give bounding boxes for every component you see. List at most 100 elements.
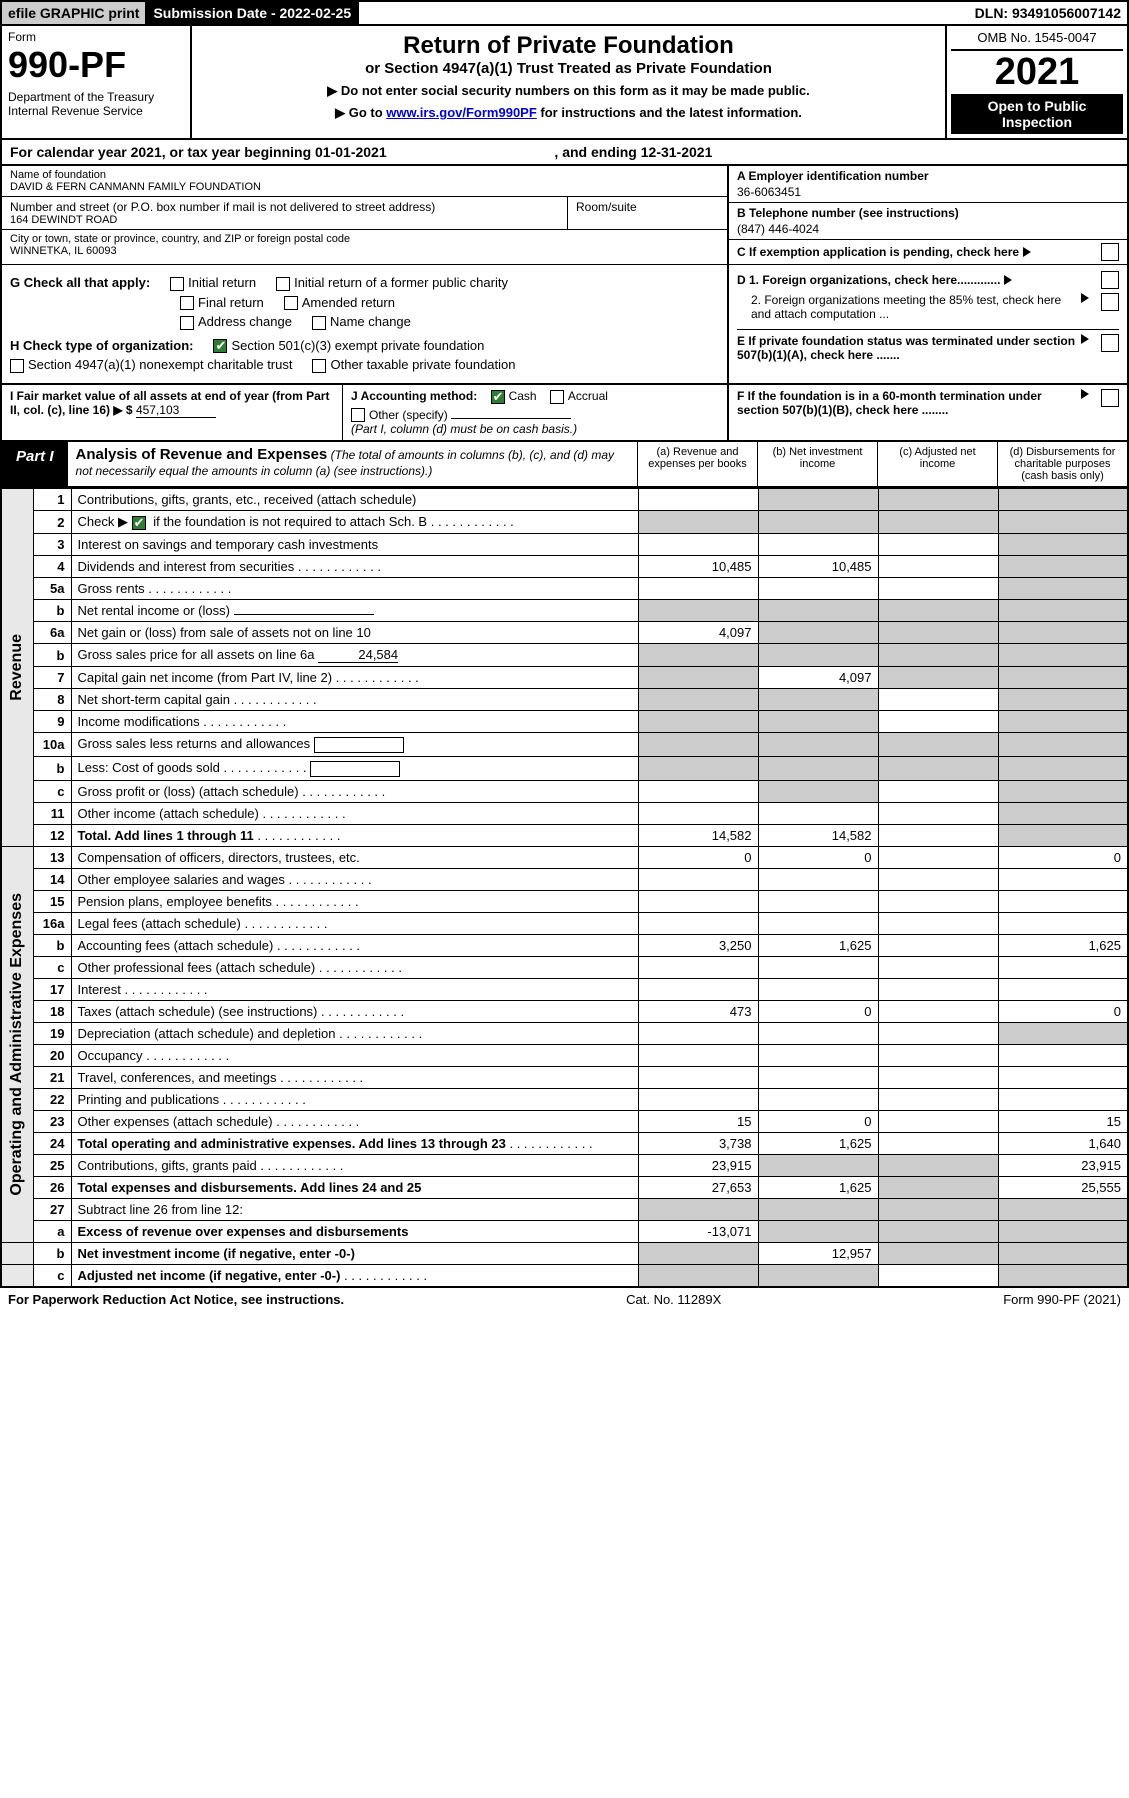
c-checkbox[interactable] — [1101, 243, 1119, 261]
line-desc: Net investment income (if negative, ente… — [71, 1242, 638, 1264]
line-desc: Gross sales less returns and allowances — [71, 733, 638, 757]
line-desc: Accounting fees (attach schedule) — [71, 934, 638, 956]
note-goto: ▶ Go to www.irs.gov/Form990PF for instru… — [198, 105, 939, 121]
j-cash-checkbox[interactable] — [491, 390, 505, 404]
table-row: bNet investment income (if negative, ent… — [1, 1242, 1128, 1264]
line-desc: Gross rents — [71, 578, 638, 600]
e-checkbox[interactable] — [1101, 334, 1119, 352]
h-other-taxable-checkbox[interactable] — [312, 359, 326, 373]
j-other-checkbox[interactable] — [351, 408, 365, 422]
line-desc: Check ▶ if the foundation is not require… — [71, 511, 638, 534]
d1-label: D 1. Foreign organizations, check here..… — [737, 273, 1000, 287]
page-footer: For Paperwork Reduction Act Notice, see … — [0, 1288, 1129, 1311]
footer-formno: Form 990-PF (2021) — [1003, 1292, 1121, 1307]
g-o2: Initial return of a former public charit… — [294, 275, 508, 290]
city-cell: City or town, state or province, country… — [2, 230, 727, 260]
j-accrual-checkbox[interactable] — [550, 390, 564, 404]
line-desc: Compensation of officers, directors, tru… — [71, 846, 638, 868]
table-row: bGross sales price for all assets on lin… — [1, 644, 1128, 667]
cell-value: 1,625 — [758, 934, 878, 956]
phone-cell: B Telephone number (see instructions) (8… — [729, 203, 1127, 240]
g-name-change-checkbox[interactable] — [312, 316, 326, 330]
cell-value: 473 — [638, 1000, 758, 1022]
cell-value: 4,097 — [638, 622, 758, 644]
note-post: for instructions and the latest informat… — [537, 105, 802, 120]
cell-value: 0 — [758, 846, 878, 868]
ein-label: A Employer identification number — [737, 169, 1119, 183]
dept-label: Department of the Treasury — [8, 90, 184, 104]
footer-left: For Paperwork Reduction Act Notice, see … — [8, 1292, 344, 1307]
table-row: 17Interest — [1, 978, 1128, 1000]
line-desc: Total. Add lines 1 through 11 — [71, 824, 638, 846]
irs-link[interactable]: www.irs.gov/Form990PF — [386, 105, 537, 120]
g-initial-former-checkbox[interactable] — [276, 277, 290, 291]
h-501c3-checkbox[interactable] — [213, 339, 227, 353]
city-label: City or town, state or province, country… — [10, 233, 719, 245]
table-row: bAccounting fees (attach schedule)3,2501… — [1, 934, 1128, 956]
g-label: G Check all that apply: — [10, 275, 150, 290]
room-label: Room/suite — [576, 200, 719, 214]
line-desc: Other expenses (attach schedule) — [71, 1110, 638, 1132]
col-c-header: (c) Adjusted net income — [877, 442, 997, 486]
line-desc: Interest — [71, 978, 638, 1000]
cell-value: 10,485 — [638, 556, 758, 578]
f-cell: F If the foundation is in a 60-month ter… — [727, 385, 1127, 441]
efile-print-button[interactable]: efile GRAPHIC print — [2, 2, 147, 24]
d2-checkbox[interactable] — [1101, 293, 1119, 311]
f-checkbox[interactable] — [1101, 389, 1119, 407]
g-final-return-checkbox[interactable] — [180, 296, 194, 310]
line-desc: Taxes (attach schedule) (see instruction… — [71, 1000, 638, 1022]
cal-begin: For calendar year 2021, or tax year begi… — [10, 144, 387, 160]
d2-row: 2. Foreign organizations meeting the 85%… — [737, 293, 1119, 321]
g-amended-checkbox[interactable] — [284, 296, 298, 310]
ein-cell: A Employer identification number 36-6063… — [729, 166, 1127, 203]
line-desc: Subtract line 26 from line 12: — [71, 1198, 638, 1220]
revenue-side-label: Revenue — [8, 634, 26, 701]
line-desc: Total operating and administrative expen… — [71, 1132, 638, 1154]
table-row: 27Subtract line 26 from line 12: — [1, 1198, 1128, 1220]
entity-info: Name of foundation DAVID & FERN CANMANN … — [0, 166, 1129, 264]
table-row: 19Depreciation (attach schedule) and dep… — [1, 1022, 1128, 1044]
table-row: 12Total. Add lines 1 through 1114,58214,… — [1, 824, 1128, 846]
note-ssn: ▶ Do not enter social security numbers o… — [198, 83, 939, 99]
cell-value: 3,738 — [638, 1132, 758, 1154]
h-o2: Section 4947(a)(1) nonexempt charitable … — [28, 357, 292, 372]
cell-value: 23,915 — [998, 1154, 1128, 1176]
header-left: Form 990-PF Department of the Treasury I… — [2, 26, 192, 138]
d1-checkbox[interactable] — [1101, 271, 1119, 289]
table-row: 7Capital gain net income (from Part IV, … — [1, 667, 1128, 689]
table-row: bNet rental income or (loss) — [1, 600, 1128, 622]
g-row: G Check all that apply: Initial return I… — [10, 275, 719, 291]
table-row: Operating and Administrative Expenses 13… — [1, 846, 1128, 868]
form-word: Form — [8, 30, 184, 44]
line-desc: Travel, conferences, and meetings — [71, 1066, 638, 1088]
j-label: J Accounting method: — [351, 389, 477, 403]
h-o1: Section 501(c)(3) exempt private foundat… — [231, 338, 484, 353]
omb-number: OMB No. 1545-0047 — [951, 30, 1123, 51]
arrow-icon — [1081, 334, 1089, 344]
address-value: 164 DEWINDT ROAD — [10, 214, 559, 226]
cell-value: 10,485 — [758, 556, 878, 578]
city-value: WINNETKA, IL 60093 — [10, 245, 719, 257]
table-row: 24Total operating and administrative exp… — [1, 1132, 1128, 1154]
g-address-change-checkbox[interactable] — [180, 316, 194, 330]
table-row: 8Net short-term capital gain — [1, 689, 1128, 711]
cell-value: 14,582 — [638, 824, 758, 846]
line-desc: Excess of revenue over expenses and disb… — [71, 1220, 638, 1242]
form-header: Form 990-PF Department of the Treasury I… — [0, 26, 1129, 140]
table-row: cGross profit or (loss) (attach schedule… — [1, 780, 1128, 802]
line-desc: Gross sales price for all assets on line… — [71, 644, 638, 667]
table-row: bLess: Cost of goods sold — [1, 757, 1128, 781]
part1-label: Part I — [2, 442, 68, 486]
line-desc: Occupancy — [71, 1044, 638, 1066]
h-4947-checkbox[interactable] — [10, 359, 24, 373]
table-row: cOther professional fees (attach schedul… — [1, 956, 1128, 978]
line-desc: Depreciation (attach schedule) and deple… — [71, 1022, 638, 1044]
schb-checkbox[interactable] — [132, 516, 146, 530]
g-o6: Name change — [330, 314, 411, 329]
cell-value: 3,250 — [638, 934, 758, 956]
g-initial-return-checkbox[interactable] — [170, 277, 184, 291]
col-a-header: (a) Revenue and expenses per books — [637, 442, 757, 486]
address-row: Number and street (or P.O. box number if… — [2, 197, 727, 230]
j-accrual: Accrual — [568, 389, 608, 403]
